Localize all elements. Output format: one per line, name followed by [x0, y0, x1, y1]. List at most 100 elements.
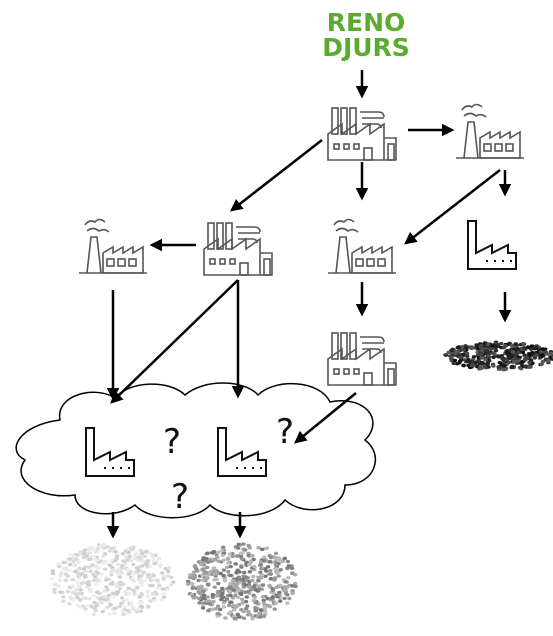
- pellet: [97, 561, 101, 564]
- pellet: [102, 590, 106, 593]
- pellet: [166, 570, 170, 573]
- pellet: [262, 555, 266, 558]
- pellet: [78, 606, 82, 609]
- pellet: [214, 572, 218, 575]
- pellet: [211, 593, 215, 596]
- pellet: [259, 609, 263, 612]
- pellet: [228, 565, 232, 568]
- cloud: [16, 383, 375, 518]
- pellet: [157, 557, 161, 560]
- pellet: [119, 571, 123, 574]
- pellet: [206, 609, 210, 612]
- pellet: [201, 606, 205, 609]
- pellet: [252, 595, 256, 598]
- pellet: [241, 542, 245, 545]
- pellet: [282, 597, 286, 600]
- pellet: [91, 555, 95, 558]
- pellet: [446, 351, 450, 354]
- pellet: [270, 596, 274, 599]
- pellet: [458, 356, 462, 359]
- pellet: [107, 594, 111, 597]
- pellet: [228, 553, 232, 556]
- logo-line: DJURS: [322, 33, 410, 62]
- diagram: RENO DJURS ? ? ?: [0, 0, 553, 636]
- pellet: [233, 617, 237, 620]
- pellet: [129, 603, 133, 606]
- pellet: [88, 597, 92, 600]
- pellet: [87, 558, 91, 561]
- pellet: [101, 610, 105, 613]
- pellet: [204, 572, 208, 575]
- pellet: [502, 364, 506, 367]
- pellet: [232, 604, 236, 607]
- pellet: [238, 580, 242, 583]
- pellet: [127, 572, 131, 575]
- pellet: [190, 582, 194, 585]
- factory-icon: [328, 108, 396, 160]
- pellet: [233, 562, 237, 565]
- pellet: [123, 590, 127, 593]
- pellet: [259, 567, 263, 570]
- pellet: [199, 561, 203, 564]
- factory-icon: [468, 221, 516, 269]
- pellet: [245, 604, 249, 607]
- pellet: [277, 574, 281, 577]
- pellet: [88, 550, 92, 553]
- pellet: [73, 570, 77, 573]
- pellet: [49, 577, 53, 580]
- pellet: [274, 586, 278, 589]
- pellet: [549, 352, 553, 355]
- pellet: [223, 616, 227, 619]
- pellet: [528, 353, 532, 356]
- pellet: [262, 559, 266, 562]
- pellet: [250, 579, 254, 582]
- pellet: [202, 593, 206, 596]
- pellet: [491, 364, 495, 367]
- factory-icon: [328, 333, 396, 385]
- pellet: [546, 359, 550, 362]
- pellet: [283, 588, 287, 591]
- pellet: [89, 569, 93, 572]
- pellet: [127, 587, 131, 590]
- pellet: [221, 546, 225, 549]
- pellet: [274, 563, 278, 566]
- pellet: [124, 555, 128, 558]
- pellet: [132, 593, 136, 596]
- pellet: [107, 564, 111, 567]
- pellet: [253, 609, 257, 612]
- pellet: [496, 354, 500, 357]
- pellet: [109, 570, 113, 573]
- pellet: [470, 364, 474, 367]
- pellet: [247, 562, 251, 565]
- pellet: [480, 361, 484, 364]
- pellet: [508, 342, 512, 345]
- pellet: [237, 543, 241, 546]
- pellet: [104, 585, 108, 588]
- pellet: [146, 559, 150, 562]
- pellet: [236, 568, 240, 571]
- pellet: [129, 546, 133, 549]
- pellet: [269, 556, 273, 559]
- pellet: [66, 590, 70, 593]
- pellet: [53, 582, 57, 585]
- pellet: [486, 365, 490, 368]
- pellet: [197, 601, 201, 604]
- pellet: [287, 564, 291, 567]
- pellet: [503, 344, 507, 347]
- pellet: [222, 601, 226, 604]
- pellet: [242, 571, 246, 574]
- pellet: [140, 552, 144, 555]
- pellet: [239, 565, 243, 568]
- pellet: [491, 351, 495, 354]
- pellet: [216, 612, 220, 615]
- pellet: [218, 608, 222, 611]
- pellet: [90, 546, 94, 549]
- pellet: [266, 565, 270, 568]
- pellet: [155, 587, 159, 590]
- pellet: [215, 556, 219, 559]
- pellet: [85, 582, 89, 585]
- pellet: [452, 362, 456, 365]
- pellet: [76, 583, 80, 586]
- pellet: [196, 579, 200, 582]
- factory-icon: [204, 223, 272, 275]
